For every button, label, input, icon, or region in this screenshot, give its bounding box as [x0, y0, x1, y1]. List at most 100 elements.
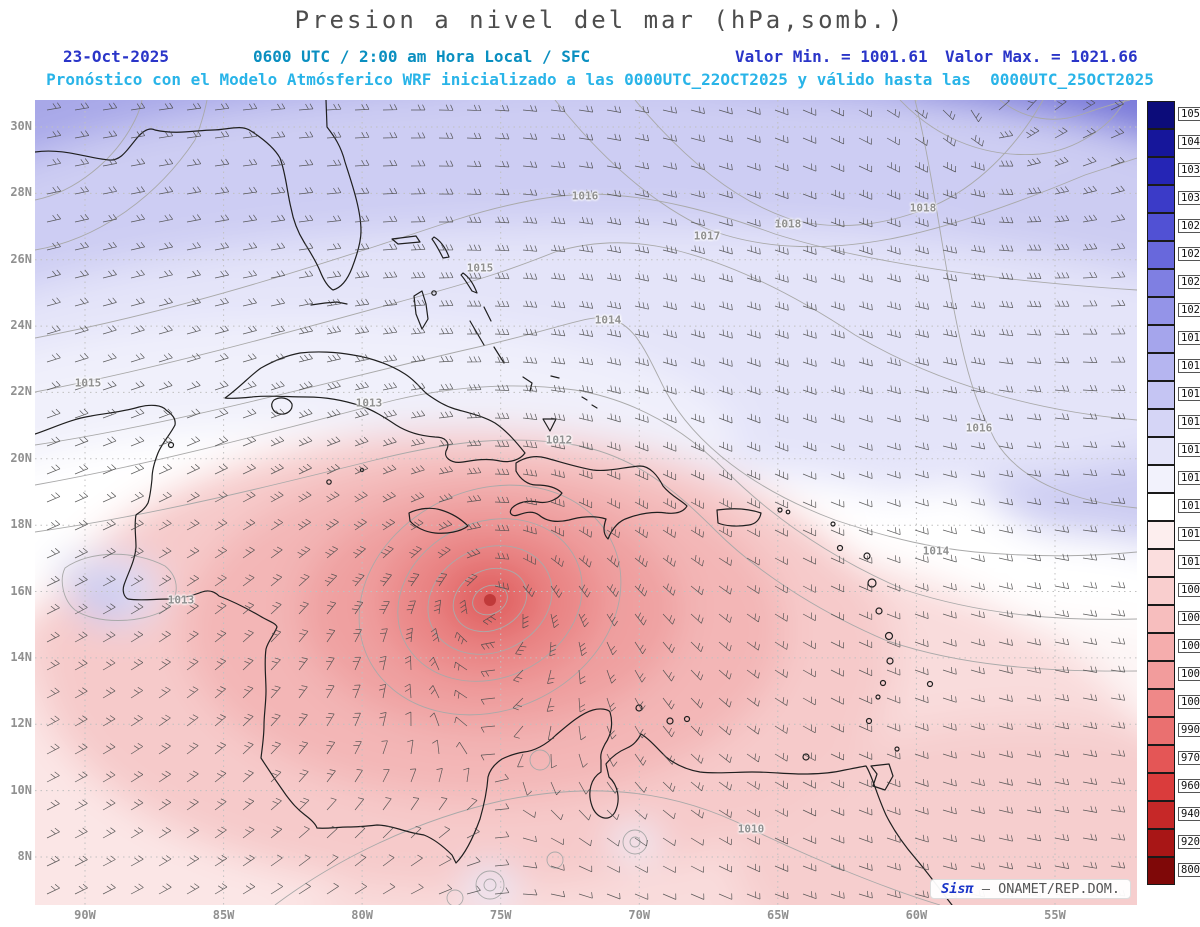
colorbar-swatch [1147, 352, 1175, 381]
colorbar-value: 1050 [1178, 107, 1200, 121]
colorbar-value: 1020 [1178, 303, 1200, 317]
colorbar-swatch [1147, 100, 1175, 129]
page-title: Presion a nivel del mar (hPa,somb.) [294, 6, 906, 34]
colorbar-cell: 1008 [1147, 576, 1200, 605]
max-value-label: Valor Max. = 1021.66 [945, 47, 1138, 66]
lon-tick-label: 90W [74, 908, 96, 922]
colorbar-value: 1006 [1178, 611, 1200, 625]
colorbar-value: 1010 [1178, 555, 1200, 569]
colorbar-cell: 1040 [1147, 128, 1200, 157]
colorbar-value: 1004 [1178, 639, 1200, 653]
colorbar-cell: 1035 [1147, 156, 1200, 185]
colorbar-value: 940 [1178, 807, 1200, 821]
colorbar-cell: 990 [1147, 716, 1200, 745]
isobar-contours-layer [35, 100, 1137, 905]
colorbar-swatch [1147, 268, 1175, 297]
colorbar-swatch [1147, 856, 1175, 885]
colorbar-swatch [1147, 156, 1175, 185]
colorbar-value: 1019 [1178, 331, 1200, 345]
map-canvas [35, 100, 1137, 905]
small-islands [167, 290, 934, 761]
colorbar-swatch [1147, 548, 1175, 577]
colorbar-cell: 1013 [1147, 492, 1200, 521]
colorbar-cell: 1010 [1147, 548, 1200, 577]
watermark: Sisπ — ONAMET/REP.DOM. [930, 879, 1131, 899]
lat-tick-label: 30N [10, 119, 32, 133]
colorbar-value: 1025 [1178, 247, 1200, 261]
colorbar-cell: 1019 [1147, 324, 1200, 353]
lat-tick-label: 16N [10, 583, 32, 598]
colorbar-value: 1018 [1178, 359, 1200, 373]
colorbar-cell: 1002 [1147, 660, 1200, 689]
colorbar-cell: 1018 [1147, 352, 1200, 381]
colorbar-cell: 970 [1147, 744, 1200, 773]
colorbar-value: 1015 [1178, 443, 1200, 457]
colorbar-swatch [1147, 380, 1175, 409]
colorbar-swatch [1147, 212, 1175, 241]
lat-tick-label: 26N [10, 251, 32, 266]
lat-tick-label: 8N [17, 848, 32, 863]
colorbar-swatch [1147, 772, 1175, 801]
forecast-model-line: Pronóstico con el Modelo Atmósferico WRF… [46, 70, 1154, 89]
lon-tick-label: 70W [628, 908, 651, 922]
lon-tick-label: 75W [489, 908, 512, 922]
colorbar-value: 1022 [1178, 275, 1200, 289]
lat-tick-label: 10N [10, 782, 32, 797]
colorbar-swatch [1147, 800, 1175, 829]
colorbar-cell: 1030 [1147, 184, 1200, 213]
lat-tick-label: 24N [10, 318, 32, 333]
watermark-brand: Sisπ [941, 881, 974, 897]
pressure-shading-layer [35, 100, 1137, 905]
colorbar-cell: 1028 [1147, 212, 1200, 241]
watermark-org: — ONAMET/REP.DOM. [981, 881, 1120, 897]
colorbar-cell: 1025 [1147, 240, 1200, 269]
colorbar-value: 920 [1178, 835, 1200, 849]
hurricane-low-center [484, 594, 496, 606]
colorbar-swatch [1147, 240, 1175, 269]
colorbar-swatch [1147, 408, 1175, 437]
lon-tick-label: 80W [351, 908, 373, 922]
colorbar-swatch [1147, 688, 1175, 717]
colorbar-swatch [1147, 828, 1175, 857]
valid-date: 23-Oct-2025 [63, 47, 169, 66]
colorbar-value: 1028 [1178, 219, 1200, 233]
pressure-map: 1015 1015 1016 1017 1018 1018 1014 1014 1013 1013… [35, 100, 1137, 905]
colorbar-value: 1014 [1178, 471, 1200, 485]
colorbar-value: 990 [1178, 723, 1200, 737]
colorbar-swatch [1147, 464, 1175, 493]
colorbar-swatch [1147, 604, 1175, 633]
colorbar-swatch [1147, 296, 1175, 325]
colorbar-cell: 1015 [1147, 436, 1200, 465]
colorbar-cell: 1016 [1147, 408, 1200, 437]
colorbar-value: 1017 [1178, 387, 1200, 401]
colorbar-cell: 920 [1147, 828, 1200, 857]
colorbar-value: 1030 [1178, 191, 1200, 205]
wind-barbs-layer [46, 100, 1126, 900]
lat-tick-label: 22N [10, 384, 32, 399]
colorbar-value: 1013 [1178, 499, 1200, 513]
colorbar-value: 1002 [1178, 667, 1200, 681]
colorbar: 1050 1040 1035 1030 1028 1025 1022 1020 1019 1018… [1147, 100, 1200, 885]
colorbar-swatch [1147, 716, 1175, 745]
colorbar-swatch [1147, 128, 1175, 157]
colorbar-swatch [1147, 492, 1175, 521]
colorbar-swatch [1147, 520, 1175, 549]
colorbar-value: 1040 [1178, 135, 1200, 149]
colorbar-cell: 1020 [1147, 296, 1200, 325]
colorbar-value: 1008 [1178, 583, 1200, 597]
colorbar-cell: 940 [1147, 800, 1200, 829]
colorbar-cell: 1000 [1147, 688, 1200, 717]
colorbar-cell: 1050 [1147, 100, 1200, 129]
min-value-label: Valor Min. = 1001.61 [735, 47, 928, 66]
colorbar-cell: 1022 [1147, 268, 1200, 297]
colorbar-swatch [1147, 660, 1175, 689]
lat-tick-label: 20N [10, 450, 32, 465]
colorbar-cell: 1017 [1147, 380, 1200, 409]
colorbar-value: 960 [1178, 779, 1200, 793]
lon-tick-label: 60W [905, 908, 928, 922]
colorbar-value: 1012 [1178, 527, 1200, 541]
colorbar-value: 800 [1178, 863, 1200, 877]
lat-tick-label: 28N [10, 185, 32, 200]
lat-tick-label: 12N [10, 716, 32, 731]
